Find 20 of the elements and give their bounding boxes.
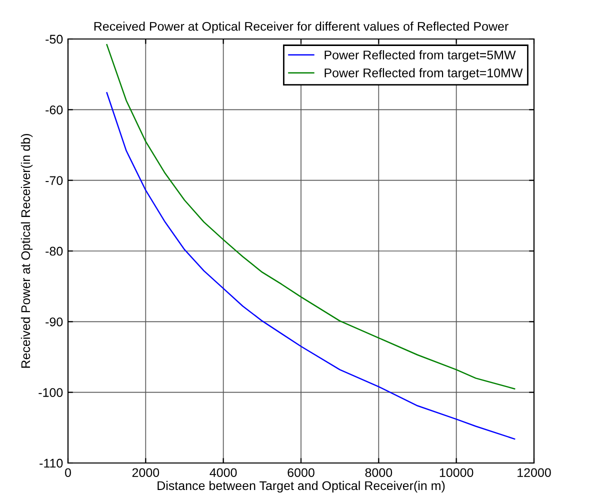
x-tick-label: 10000: [440, 468, 474, 478]
y-tick-label: -100: [38, 388, 63, 397]
line-series: [106, 92, 516, 440]
legend-label: Power Reflected from target=5MW: [324, 50, 516, 62]
y-tick-label: -70: [46, 176, 63, 185]
chart-title: Received Power at Optical Receiver for different values of Reflected Power: [94, 22, 508, 34]
y-tick-label: -50: [46, 34, 63, 44]
y-tick-label: -80: [46, 246, 63, 256]
x-tick-label: 12000: [518, 468, 551, 478]
x-tick-label: 0: [65, 468, 71, 478]
x-tick-label: 8000: [365, 468, 392, 478]
x-tick-label: 6000: [288, 468, 314, 478]
x-tick-label: 4000: [210, 468, 237, 478]
y-tick-label: -60: [46, 105, 63, 114]
y-tick-label: -90: [46, 317, 63, 326]
y-tick-label: -110: [40, 458, 63, 468]
x-axis-title: Distance between Target and Optical Receiver(in m): [158, 480, 445, 493]
legend-label: Power Reflected from target=10MW: [324, 68, 523, 80]
y-axis-title: Received Power at Optical Receiver(in db): [20, 134, 33, 368]
x-tick-label: 2000: [132, 468, 160, 478]
